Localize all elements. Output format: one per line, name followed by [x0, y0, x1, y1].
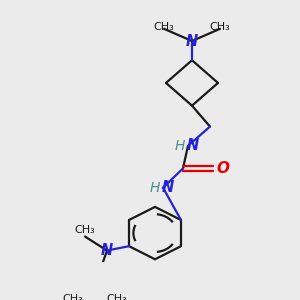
Text: H: H	[150, 181, 160, 195]
Text: CH₃: CH₃	[106, 294, 128, 300]
Text: CH₃: CH₃	[210, 22, 230, 32]
Text: N: N	[186, 34, 198, 49]
Text: H: H	[175, 139, 185, 153]
Text: N: N	[187, 138, 199, 153]
Text: CH₃: CH₃	[75, 225, 95, 235]
Text: N: N	[162, 180, 174, 195]
Text: CH₃: CH₃	[63, 294, 83, 300]
Text: N: N	[101, 243, 113, 258]
Text: CH₃: CH₃	[154, 22, 174, 32]
Text: O: O	[217, 161, 230, 176]
